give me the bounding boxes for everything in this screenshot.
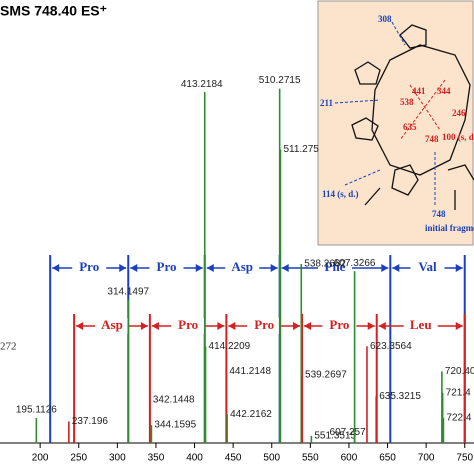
inset-label: 100 (s, d.) [442, 132, 474, 142]
x-tick-label: 550 [302, 453, 319, 464]
fragment-arrows [334, 21, 446, 205]
x-tick-label: 350 [148, 453, 165, 464]
ladder-label: Asp [231, 259, 253, 274]
x-tick-label: 200 [32, 453, 49, 464]
ladder-label: Phe [325, 259, 346, 274]
label-bg [410, 260, 445, 276]
peak-label: 721.4 [446, 388, 471, 399]
ladder-label: Pro [329, 317, 349, 332]
label-bg [317, 260, 352, 276]
x-tick-label: 600 [341, 453, 358, 464]
peak-label: 607.3266 [334, 258, 376, 269]
inset-label: 635 [403, 122, 417, 132]
peak-label: 314.1497 [107, 286, 149, 297]
label-bg [72, 260, 107, 276]
ladder-label: Asp [101, 317, 123, 332]
inset-panel [317, 0, 474, 246]
ladder-label: Pro [79, 259, 99, 274]
ladder-label: Val [418, 259, 437, 274]
peak-label: 607.257 [330, 427, 367, 438]
x-tick-label: 750 [456, 453, 473, 464]
label-bg [94, 318, 129, 334]
peak-label: 511.275 [283, 144, 319, 155]
label-bg [171, 318, 206, 334]
peak-label: 195.1126 [16, 405, 57, 416]
peak-label: 413.2184 [181, 79, 223, 90]
inset [317, 0, 474, 246]
inset-label: 748 [432, 209, 446, 219]
structure [351, 24, 474, 210]
x-tick-label: 250 [70, 453, 87, 464]
peak-label: 510.2715 [259, 75, 301, 86]
peak-label: 539.2697 [305, 370, 347, 381]
x-tick-label: 650 [379, 453, 396, 464]
ladder-label: Leu [410, 317, 432, 332]
x-tick-label: 300 [109, 453, 126, 464]
x-tick-label: 500 [263, 453, 280, 464]
inset-label: initial fragmentation [425, 223, 474, 233]
label-bg [403, 318, 438, 334]
chart-title: SMS 748.40 ES⁺ [0, 3, 107, 19]
x-tick-label: 400 [186, 453, 203, 464]
peak-label: 635.3215 [379, 391, 421, 402]
inset-label: 538 [400, 97, 414, 107]
peak-label: 342.1448 [153, 395, 195, 406]
inset-label: 114 (s, d.) [322, 189, 359, 199]
peak-label: 538.2682 [304, 259, 346, 270]
peak-label: 414.2209 [209, 341, 251, 352]
peak-label: 237.196 [72, 416, 109, 427]
label-bg [149, 260, 184, 276]
label-bg [225, 260, 260, 276]
x-tick-label: 450 [225, 453, 242, 464]
truncated-label: 272 [0, 341, 17, 353]
inset-label: 748 [425, 134, 439, 144]
inset-label: 246 [452, 108, 466, 118]
label-bg [247, 318, 282, 334]
inset-label: 344 [437, 86, 451, 96]
ladder-label: Pro [178, 317, 198, 332]
inset-label: 441 [412, 86, 426, 96]
inset-label: 211 [320, 98, 334, 108]
peak-label: 623.3564 [370, 341, 412, 352]
x-tick-label: 700 [418, 453, 435, 464]
ladder-label: Pro [157, 259, 177, 274]
peak-label: 722.4 [446, 413, 471, 424]
peak-label: 720.4098 [445, 366, 474, 377]
peak-label: 441.2148 [229, 366, 271, 377]
label-bg [322, 318, 357, 334]
peak-label: 551.3515 [314, 430, 356, 441]
ladder-label: Pro [254, 317, 274, 332]
inset-label: 308 [378, 14, 392, 24]
peak-label: 344.1595 [154, 420, 196, 431]
peak-label: 442.2162 [230, 409, 272, 420]
